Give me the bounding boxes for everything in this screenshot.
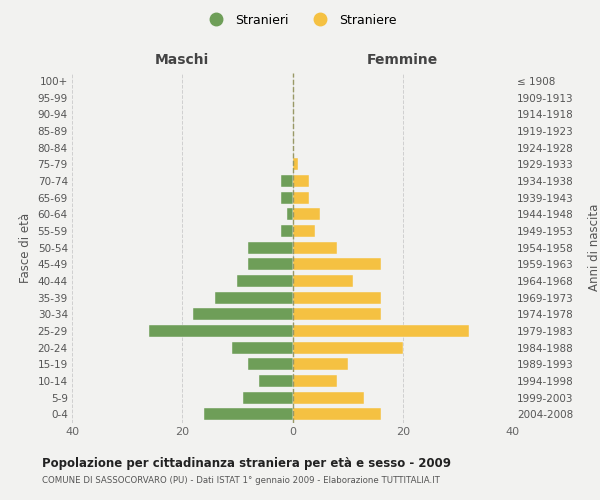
Bar: [248, 242, 293, 254]
Bar: [293, 342, 403, 353]
Bar: [293, 225, 314, 237]
Text: Maschi: Maschi: [155, 54, 209, 68]
Bar: [293, 292, 381, 304]
Bar: [238, 275, 293, 287]
Bar: [293, 208, 320, 220]
Bar: [204, 408, 293, 420]
Bar: [149, 325, 293, 337]
Y-axis label: Anni di nascita: Anni di nascita: [588, 204, 600, 291]
Bar: [243, 392, 293, 404]
Bar: [293, 375, 337, 387]
Bar: [281, 225, 293, 237]
Bar: [259, 375, 293, 387]
Bar: [281, 175, 293, 187]
Text: Femmine: Femmine: [367, 54, 439, 68]
Bar: [293, 392, 364, 404]
Bar: [293, 175, 309, 187]
Bar: [287, 208, 293, 220]
Bar: [293, 325, 469, 337]
Bar: [293, 408, 381, 420]
Text: COMUNE DI SASSOCORVARO (PU) - Dati ISTAT 1° gennaio 2009 - Elaborazione TUTTITAL: COMUNE DI SASSOCORVARO (PU) - Dati ISTAT…: [42, 476, 440, 485]
Bar: [293, 275, 353, 287]
Legend: Stranieri, Straniere: Stranieri, Straniere: [199, 8, 401, 32]
Bar: [215, 292, 293, 304]
Bar: [281, 192, 293, 203]
Text: Popolazione per cittadinanza straniera per età e sesso - 2009: Popolazione per cittadinanza straniera p…: [42, 458, 451, 470]
Bar: [248, 358, 293, 370]
Y-axis label: Fasce di età: Fasce di età: [19, 212, 32, 282]
Bar: [293, 258, 381, 270]
Bar: [293, 308, 381, 320]
Bar: [232, 342, 293, 353]
Bar: [293, 192, 309, 203]
Bar: [293, 358, 347, 370]
Bar: [293, 158, 298, 170]
Bar: [193, 308, 293, 320]
Bar: [248, 258, 293, 270]
Bar: [293, 242, 337, 254]
